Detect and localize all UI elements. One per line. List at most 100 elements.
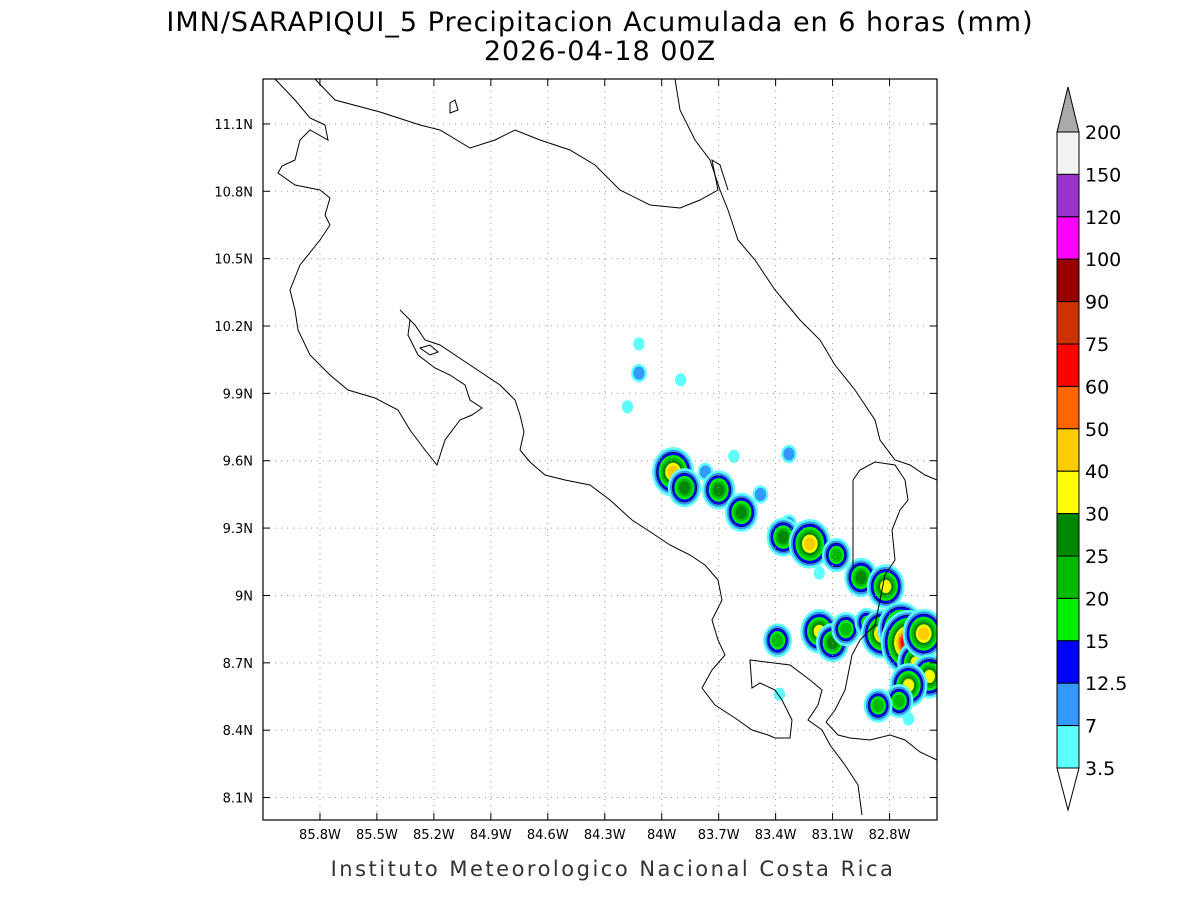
precip-contour: [893, 694, 905, 708]
pacific-coastline: [274, 79, 863, 816]
x-tick-label: 84W: [647, 828, 677, 843]
precip-cell: [863, 688, 893, 723]
x-tick-label: 84.9W: [470, 828, 512, 843]
precip-cell: [781, 444, 797, 464]
precip-cell: [902, 608, 937, 659]
colorbar-level-label: 100: [1085, 249, 1121, 271]
precip-cell: [724, 492, 759, 532]
precip-contour: [783, 447, 795, 461]
colorbar-underflow-triangle: [1056, 767, 1080, 812]
colorbar-level-label: 200: [1085, 122, 1121, 144]
colorbar-segment: [1056, 258, 1080, 303]
colorbar-level-label: 60: [1085, 376, 1109, 398]
x-tick-label: 83.1W: [812, 828, 854, 843]
precipitation-field: [621, 337, 937, 726]
precip-contour: [633, 366, 645, 380]
plot-frame: [262, 78, 938, 821]
map-title: IMN/SARAPIQUI_5 Precipitacion Acumulada …: [166, 7, 1033, 38]
colorbar-segment: [1056, 597, 1080, 642]
colorbar-segment: [1056, 173, 1080, 218]
colorbar-level-label: 7: [1085, 716, 1097, 738]
northern-border: [314, 79, 729, 209]
y-tick-label: 8.4N: [223, 724, 253, 739]
panama-border: [825, 461, 909, 723]
colorbar-segment: [1056, 131, 1080, 175]
x-tick-label: 83.4W: [755, 828, 797, 843]
precip-contour: [777, 530, 789, 544]
colorbar-segment: [1056, 216, 1080, 260]
colorbar-level-label: 120: [1085, 207, 1121, 229]
precip-contour: [840, 622, 852, 636]
colorbar-segment: [1056, 385, 1080, 430]
map-subtitle: 2026-04-18 00Z: [484, 36, 716, 67]
precip-cell: [633, 337, 645, 351]
colorbar-level-label: 90: [1085, 292, 1109, 314]
precip-cell: [675, 373, 687, 387]
precip-cell: [702, 470, 736, 510]
precip-contour: [830, 548, 842, 562]
x-tick-label: 85.8W: [299, 828, 341, 843]
nicaragua-lake-outline: [449, 99, 459, 114]
y-tick-label: 10.2N: [214, 320, 253, 335]
colorbar-level-label: 15: [1085, 631, 1109, 653]
precip-contour: [754, 487, 767, 502]
colorbar-level-label: 12.5: [1085, 673, 1127, 695]
precip-contour: [633, 337, 645, 351]
precip-contour: [678, 481, 691, 495]
colorbar-level-label: 40: [1085, 461, 1109, 483]
colorbar-legend: 200 150 120 100 90 75 60 50 40 30 25 20 15 12.5 7 3.5: [1056, 86, 1127, 812]
precip-contour: [675, 373, 687, 387]
plot-area: [263, 79, 937, 820]
nicoya-island: [418, 344, 439, 356]
precip-contour: [773, 687, 786, 701]
burica-peninsula: [825, 721, 937, 761]
precip-cell: [902, 712, 915, 726]
y-tick-label: 9.6N: [223, 455, 253, 470]
colorbar-overflow-triangle: [1056, 86, 1080, 133]
x-tick-label: 85.2W: [413, 828, 455, 843]
x-tick-label: 82.8W: [869, 828, 911, 843]
colorbar-level-label: 150: [1085, 164, 1121, 186]
colorbar-segment: [1056, 470, 1080, 515]
precip-contour: [902, 712, 915, 726]
colorbar-segment: [1056, 343, 1080, 387]
y-tick-label: 10.8N: [214, 185, 253, 200]
precip-contour: [872, 698, 884, 713]
x-tick-label: 83.7W: [698, 828, 740, 843]
x-tick-label: 84.3W: [584, 828, 626, 843]
colorbar-segment: [1056, 725, 1080, 769]
precip-contour: [804, 537, 816, 551]
credit-text: Instituto Meteorologico Nacional Costa R…: [331, 857, 896, 881]
precip-cell: [831, 612, 861, 647]
colorbar-level-label: 25: [1085, 546, 1109, 568]
precip-contour: [918, 627, 930, 641]
precip-cell: [813, 566, 825, 580]
y-tick-label: 11.1N: [214, 118, 253, 133]
precip-cell: [667, 468, 702, 508]
precip-cell: [752, 485, 769, 504]
colorbar-level-label: 50: [1085, 419, 1109, 441]
x-tick-label: 85.5W: [356, 828, 398, 843]
precip-cell: [884, 683, 914, 718]
precip-contour: [728, 449, 740, 463]
precip-contour: [713, 483, 725, 497]
colorbar-segment: [1056, 428, 1080, 472]
caribbean-coastline: [674, 79, 937, 481]
precip-cell: [763, 623, 792, 658]
colorbar-segment: [1056, 513, 1080, 557]
colorbar-segment: [1056, 555, 1080, 599]
y-tick-label: 9.3N: [223, 522, 253, 537]
precip-contour: [621, 400, 634, 414]
precip-contour: [735, 505, 748, 519]
y-tick-label: 8.7N: [223, 657, 253, 672]
precip-contour: [813, 566, 825, 580]
colorbar-segment: [1056, 682, 1080, 727]
coastlines-and-borders: [274, 79, 937, 816]
precip-cell: [728, 449, 740, 463]
colorbar-level-label: 30: [1085, 504, 1109, 526]
colorbar-segment: [1056, 640, 1080, 684]
colorbar-level-label: 75: [1085, 334, 1109, 356]
colorbar-level-label: 20: [1085, 588, 1109, 610]
axes: 85.8W 85.5W 85.2W 84.9W 84.6W 84.3W 84W 83.7W 83…: [214, 79, 937, 843]
